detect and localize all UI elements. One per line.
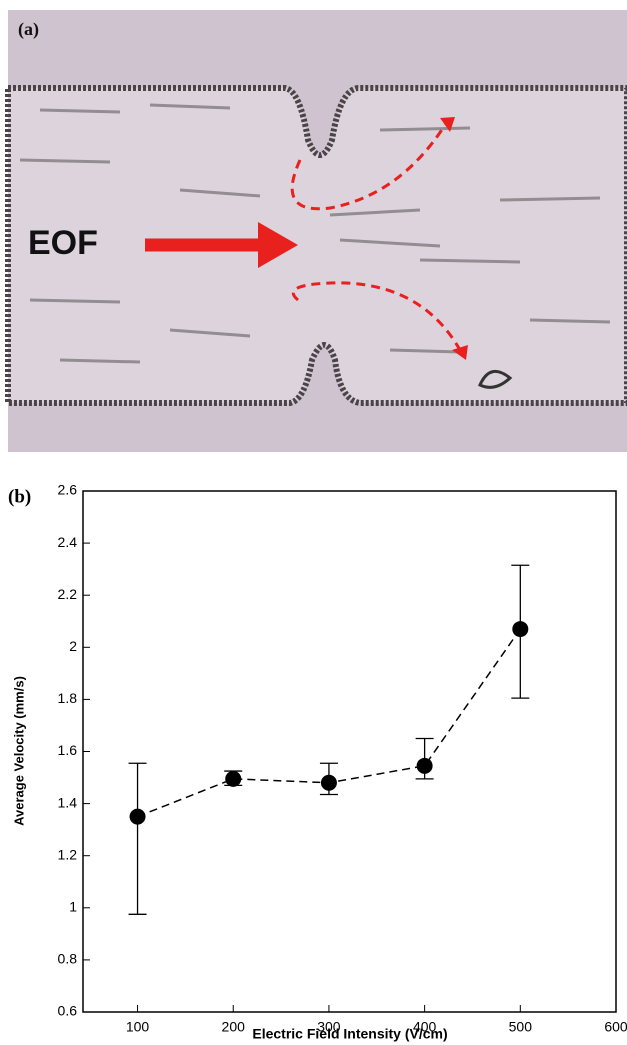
flow-arrowhead	[440, 117, 455, 132]
channel	[5, 85, 627, 406]
x-tick-label: 200	[222, 1019, 246, 1035]
y-tick-label: 1.2	[58, 846, 78, 862]
marker	[225, 770, 242, 787]
marker	[512, 621, 529, 638]
y-tick-label: 1.4	[58, 794, 78, 810]
y-tick-label: 1.6	[58, 742, 78, 758]
flow-curve	[290, 124, 447, 211]
x-tick-label: 100	[126, 1019, 150, 1035]
flow-arrowhead	[452, 345, 468, 360]
annotation: EOF	[28, 224, 98, 262]
eof-arrowhead	[258, 222, 298, 268]
y-tick-label: 2.6	[58, 482, 78, 498]
marker	[416, 757, 433, 774]
marker	[129, 808, 146, 825]
x-tick-label: 500	[509, 1019, 533, 1035]
flow-curve	[291, 281, 462, 351]
y-tick-label: 1.8	[58, 690, 78, 706]
y-tick-label: 0.8	[58, 951, 78, 967]
marker	[320, 774, 337, 791]
plot-frame	[82, 490, 617, 1013]
x-axis-title: Electric Field Intensity (V/cm)	[252, 1026, 447, 1042]
y-tick-label: 0.6	[58, 1003, 78, 1019]
y-tick-label: 2.4	[58, 534, 78, 550]
y-tick-label: 2	[69, 638, 77, 654]
photo: EOF (a)	[5, 10, 627, 452]
y-axis-title: Average Velocity (mm/s)	[11, 676, 26, 826]
particle	[478, 369, 513, 389]
x-tick-label: 300	[317, 1019, 341, 1035]
panel-label: (a)	[18, 19, 39, 40]
streaks	[19, 103, 611, 364]
y-tick-label: 1	[69, 899, 77, 915]
x-tick-label: 600	[604, 1019, 627, 1035]
x-tick-label: 400	[413, 1019, 437, 1035]
y-tick-label: 2.2	[58, 586, 78, 602]
panel-label: (b)	[8, 486, 31, 507]
